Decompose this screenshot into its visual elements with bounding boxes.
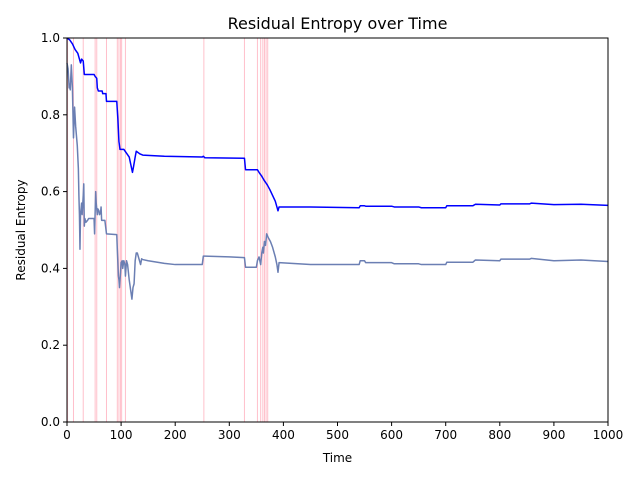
event-lines bbox=[67, 38, 269, 422]
y-tick-label-0.8: 0.8 bbox=[41, 108, 60, 122]
y-tick-label-1: 1.0 bbox=[41, 31, 60, 45]
x-tick-label-700: 700 bbox=[434, 428, 457, 442]
chart-title: Residual Entropy over Time bbox=[228, 14, 448, 33]
x-tick-label-300: 300 bbox=[218, 428, 241, 442]
y-axis-label: Residual Entropy bbox=[14, 179, 28, 280]
x-tick-label-200: 200 bbox=[164, 428, 187, 442]
y-axis: 0.0 0.2 0.4 0.6 0.8 1.0 bbox=[41, 31, 67, 429]
x-axis: 0 100 200 300 400 500 600 700 800 900 1000 bbox=[63, 422, 623, 442]
x-tick-label-400: 400 bbox=[272, 428, 295, 442]
x-tick-label-0: 0 bbox=[63, 428, 71, 442]
x-tick-label-800: 800 bbox=[488, 428, 511, 442]
y-tick-label-0.2: 0.2 bbox=[41, 338, 60, 352]
series-line-0 bbox=[66, 37, 609, 212]
x-tick-label-500: 500 bbox=[326, 428, 349, 442]
y-tick-label-0: 0.0 bbox=[41, 415, 60, 429]
series-line-1 bbox=[66, 62, 609, 300]
series-lines bbox=[66, 37, 609, 300]
y-tick-label-0.4: 0.4 bbox=[41, 261, 60, 275]
x-tick-label-100: 100 bbox=[110, 428, 133, 442]
x-tick-label-900: 900 bbox=[542, 428, 565, 442]
x-tick-label-600: 600 bbox=[380, 428, 403, 442]
plot-area bbox=[67, 38, 608, 422]
y-tick-label-0.6: 0.6 bbox=[41, 185, 60, 199]
x-axis-label: Time bbox=[322, 451, 352, 465]
x-tick-label-1000: 1000 bbox=[593, 428, 624, 442]
